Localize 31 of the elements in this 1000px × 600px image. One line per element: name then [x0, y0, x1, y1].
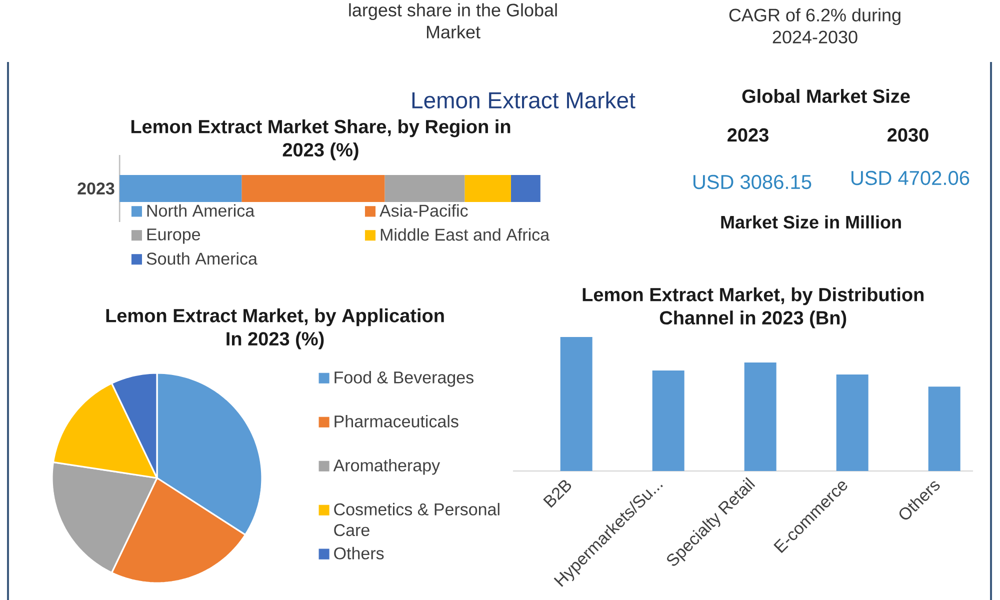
chart-title: Lemon Extract Market, by Application In 2023 (%)	[106, 308, 444, 350]
text: largest share in the Global Market	[349, 3, 557, 38]
bar	[560, 337, 592, 471]
legend-label: Europe	[147, 228, 200, 244]
legend-label: Asia-Pacific	[380, 204, 468, 217]
category-label: 2030	[888, 128, 928, 142]
text: CAGR of 6.2% during 2024-2030	[729, 8, 900, 44]
data-label: USD 4702.06	[852, 170, 970, 186]
data-label: USD 3086.15	[694, 174, 812, 190]
legend-label: Food & Beverages	[334, 370, 474, 387]
chart-title: Lemon Extract Market, by Distribution Channel in 2023 (Bn)	[582, 287, 924, 328]
legend-label: Middle East and Africa	[380, 228, 550, 241]
bar	[510, 174, 540, 202]
legend-label: North America	[147, 204, 255, 217]
bar	[242, 174, 385, 202]
bar	[384, 174, 465, 202]
bar	[464, 174, 511, 202]
chart-title: Lemon Extract Market Share, by Region in 2023 (%)	[131, 119, 510, 160]
legend-label: Pharmaceuticals	[334, 414, 458, 428]
text: Global Market Size	[742, 89, 910, 103]
bar	[744, 362, 776, 471]
category-label: 2023	[728, 128, 768, 142]
bar	[652, 370, 684, 471]
text: Market Size in Million	[721, 215, 901, 229]
legend-label: South America	[146, 252, 258, 265]
legend-label: Aromatherapy	[333, 458, 440, 475]
bar	[836, 374, 868, 471]
text: Lemon Extract Market	[412, 92, 636, 108]
legend-label: Cosmetics & Personal Care	[334, 502, 500, 536]
bar	[120, 174, 242, 202]
bar	[928, 386, 960, 471]
